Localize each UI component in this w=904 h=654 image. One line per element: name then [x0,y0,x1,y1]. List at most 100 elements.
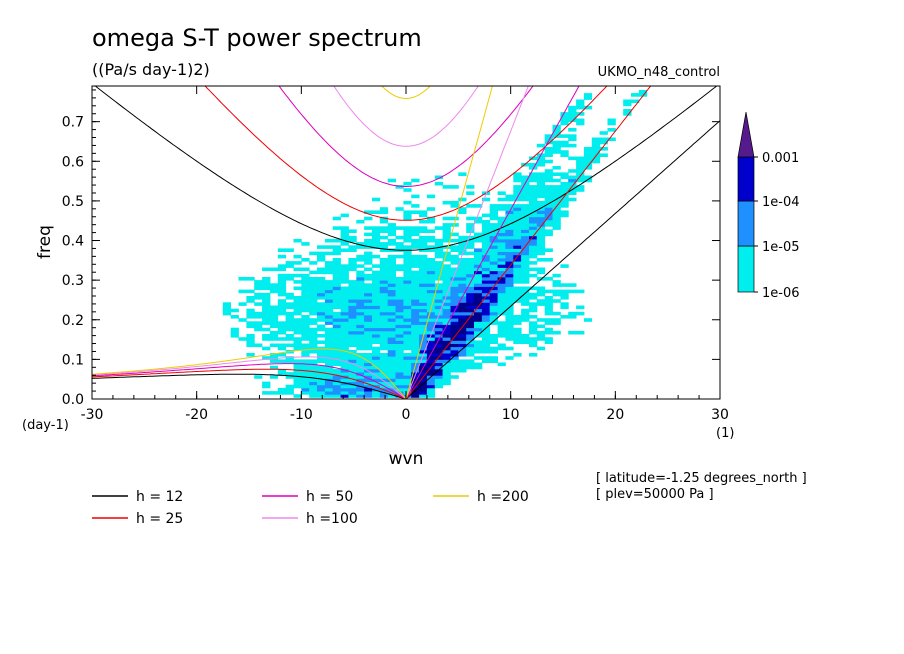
heatmap-cell [474,232,483,237]
heatmap-cell [324,346,334,351]
heatmap-cell [474,258,483,262]
heatmap-cell [426,362,436,367]
heatmap-cell [458,283,467,287]
heatmap-cell [332,283,341,287]
heatmap-cell [458,305,467,310]
heatmap-cell [426,299,436,303]
heatmap-cell [497,235,506,240]
heatmap-cell [419,264,428,268]
heatmap-cell [317,296,326,300]
heatmap-cell [356,315,365,319]
heatmap-cell [552,318,561,322]
heatmap-cell [379,324,389,329]
heatmap-cell [411,286,420,291]
heatmap-cell [442,308,451,313]
heatmap-cell [489,251,498,256]
heatmap-cell [419,359,428,363]
heatmap-cell [293,311,302,316]
heatmap-cell [317,251,326,256]
heatmap-cell [340,384,349,389]
heatmap-cell [513,280,522,284]
heatmap-cell [293,318,302,322]
heatmap-cell [521,235,530,240]
heatmap-cell [301,305,310,310]
heatmap-cell [411,375,420,379]
heatmap-cell [285,356,294,360]
heatmap-cell [356,308,365,313]
heatmap-cell [324,375,334,379]
heatmap-cell [442,258,451,262]
dataset-label: UKMO_n48_control [598,65,720,80]
heatmap-cell [489,261,498,265]
heatmap-cell [254,280,263,284]
heatmap-cell [505,346,514,351]
heatmap-cell [568,315,577,319]
heatmap-cell [403,381,412,386]
heatmap-cell [348,324,357,329]
heatmap-cell [434,238,444,243]
heatmap-cell [395,372,404,376]
heatmap-cell [285,387,294,392]
heatmap-cell [379,346,389,351]
heatmap-cell [505,194,514,199]
heatmap-cell [434,292,444,297]
heatmap-cell [568,311,577,316]
heatmap-cell [301,365,310,370]
heatmap-cell [301,273,310,278]
heatmap-cell [332,251,341,256]
heatmap-cell [403,181,412,186]
heatmap-cell [458,311,467,316]
heatmap-cell [230,315,239,319]
heatmap-cell [442,327,451,332]
heatmap-cell [474,261,483,265]
heatmap-cell [364,299,373,303]
heatmap-cell [505,242,514,246]
heatmap-cell [489,232,498,237]
heatmap-cell [387,232,396,237]
colorbar-swatch [737,200,755,247]
heatmap-cell [583,105,593,110]
heatmap-cell [332,264,341,268]
heatmap-cell [536,229,546,233]
heatmap-cell [348,356,357,360]
heatmap-cell [497,286,506,291]
heatmap-cell [450,334,459,338]
heatmap-cell [474,216,483,221]
heatmap-cell [403,188,412,192]
heatmap-cell [395,381,404,386]
heatmap-cell [411,359,420,363]
heatmap-cell [356,346,365,351]
heatmap-cell [348,318,357,322]
heatmap-cell [332,340,341,344]
heatmap-cell [450,315,459,319]
heatmap-cell [426,384,436,389]
heatmap-cell [544,134,553,138]
heatmap-cell [505,267,514,272]
heatmap-cell [419,343,428,348]
heatmap-cell [450,204,459,208]
heatmap-cell [285,334,294,338]
heatmap-cell [246,340,255,344]
heatmap-cell [340,337,349,341]
heatmap-cell [403,337,412,341]
heatmap-cell [560,118,569,123]
heatmap-cell [317,283,326,287]
heatmap-cell [607,128,616,132]
heatmap-cell [379,378,389,382]
heatmap-cell [426,289,436,294]
heatmap-cell [332,375,341,379]
heatmap-cell [348,286,357,291]
heatmap-cell [403,368,412,373]
heatmap-cell [552,330,561,335]
heatmap-cell [309,337,318,341]
heatmap-cell [466,245,475,249]
heatmap-cell [450,277,459,281]
heatmap-cell [489,318,498,322]
heatmap-cell [309,292,318,297]
heatmap-cell [411,365,420,370]
heatmap-cell [521,207,530,211]
heatmap-cell [309,296,318,300]
heatmap-cell [348,264,357,268]
heatmap-cell [536,191,546,195]
